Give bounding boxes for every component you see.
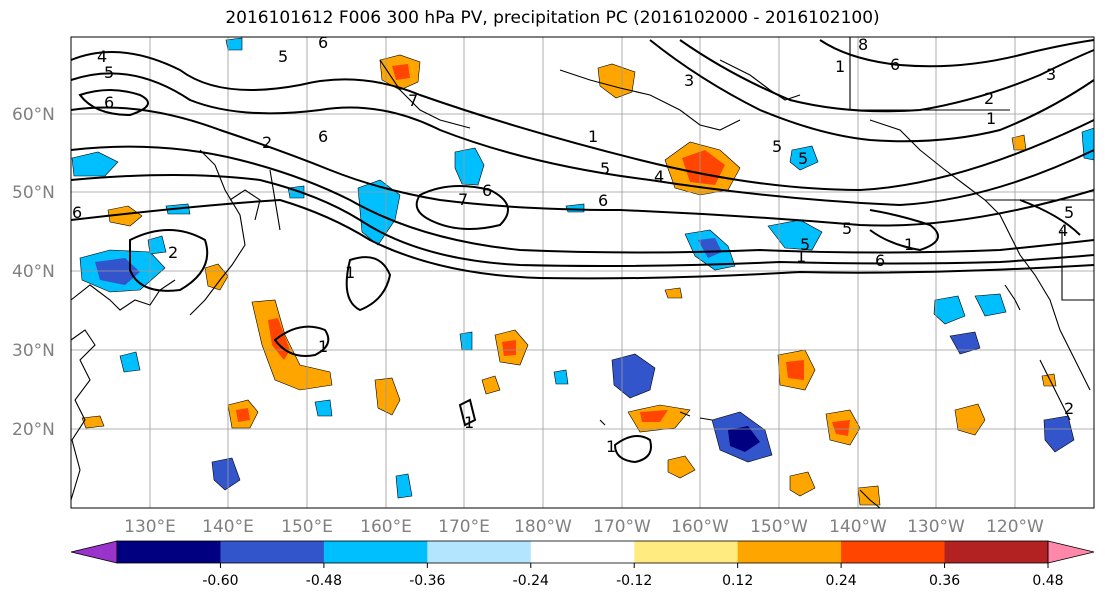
contour-label: 8	[858, 35, 868, 54]
colorbar-box	[427, 541, 532, 563]
lon-label: 150°E	[281, 517, 333, 537]
contour-label: 5	[800, 235, 810, 254]
contour-label: 6	[890, 55, 900, 74]
colorbar-tick-label: -0.48	[306, 573, 342, 589]
contour-label: 1	[606, 437, 616, 456]
lon-label: 120°W	[986, 517, 1044, 537]
lat-label: 20°N	[12, 420, 55, 440]
contour-label: 1	[835, 57, 845, 76]
colorbar-tick-label: -0.12	[616, 573, 652, 589]
colorbar-box	[530, 541, 635, 563]
colorbar-tick-label: 0.36	[929, 573, 960, 589]
contour-label: 2	[168, 243, 178, 262]
colorbar-boxes	[117, 541, 1049, 563]
colorbar-tick-label: 0.12	[722, 573, 753, 589]
lon-label: 130°E	[124, 517, 176, 537]
colorbar-outline	[116, 540, 1049, 564]
contour-label: 6	[598, 191, 608, 210]
positive-anomaly-areas	[81, 54, 1057, 506]
colorbar-box	[841, 541, 946, 563]
contour-label: 5	[600, 159, 610, 178]
colorbar-box	[220, 541, 325, 563]
contour-label: 3	[684, 71, 694, 90]
pv-contours	[70, 39, 1095, 464]
contour-label: 6	[875, 251, 885, 270]
colorbar-extend-left	[70, 540, 118, 564]
lon-label: 140°E	[202, 517, 254, 537]
lat-label: 30°N	[12, 341, 55, 361]
contour-label: 1	[796, 247, 806, 266]
contour-label: 6	[318, 33, 328, 52]
colorbar-box	[117, 541, 221, 563]
longitude-labels: 130°E 140°E 150°E 160°E 170°E 180°W 170°…	[124, 517, 1044, 537]
contour-label: 5	[278, 47, 288, 66]
contour-label: 7	[408, 91, 418, 110]
map-frame	[70, 36, 1095, 509]
colorbar-extend-right	[1047, 540, 1095, 564]
contour-labels: 4 5 6 5 6 2 6 5 7 6 1 2 1 1 1 1 8 6 7 1 …	[72, 33, 1074, 456]
contour-label: 6	[72, 203, 82, 222]
contour-label: 5	[1064, 203, 1074, 222]
lon-label: 150°W	[750, 517, 808, 537]
contour-label: 7	[458, 190, 468, 209]
colorbar: -0.60 -0.48 -0.36 -0.24 -0.12 0.12 0.24 0.36 0.4…	[70, 540, 1095, 589]
contour-label: 4	[654, 167, 664, 186]
colorbar-tick-label: -0.36	[409, 573, 445, 589]
contour-label: 5	[842, 219, 852, 238]
contour-label: 2	[1064, 399, 1074, 418]
contour-label: 2	[262, 133, 272, 152]
contour-label: 2	[984, 89, 994, 108]
precip-anomaly-shading	[71, 37, 1095, 506]
contour-label: 1	[986, 109, 996, 128]
negative-anomaly-areas	[71, 37, 1095, 499]
lon-label: 180°W	[514, 517, 572, 537]
map-title: 2016101612 F006 300 hPa PV, precipitatio…	[225, 8, 880, 28]
lon-label: 170°E	[438, 517, 490, 537]
lat-label: 50°N	[12, 183, 55, 203]
lon-label: 130°W	[907, 517, 965, 537]
colorbar-box	[737, 541, 842, 563]
lat-label: 60°N	[12, 105, 55, 125]
contour-label: 1	[588, 127, 598, 146]
lat-label: 40°N	[12, 262, 55, 282]
contour-label: 1	[318, 337, 328, 356]
lon-label: 140°W	[829, 517, 887, 537]
colorbar-tick-label: 0.24	[826, 573, 857, 589]
contour-label: 1	[464, 413, 474, 432]
colorbar-box	[944, 541, 1049, 563]
contour-label: 5	[798, 149, 808, 168]
contour-label: 6	[482, 181, 492, 200]
colorbar-box	[634, 541, 739, 563]
lon-label: 160°W	[671, 517, 729, 537]
contour-label: 3	[1046, 65, 1056, 84]
contour-label: 4	[1058, 221, 1068, 240]
lon-label: 160°E	[360, 517, 412, 537]
contour-label: 1	[904, 235, 914, 254]
lon-label: 170°W	[593, 517, 651, 537]
colorbar-box	[323, 541, 428, 563]
colorbar-tick-label: -0.24	[513, 573, 549, 589]
contour-label: 6	[104, 93, 114, 112]
latitude-labels: 60°N 50°N 40°N 30°N 20°N	[12, 105, 55, 440]
contour-label: 5	[104, 63, 114, 82]
colorbar-tick-label: 0.48	[1032, 573, 1063, 589]
contour-label: 4	[97, 47, 107, 66]
colorbar-tick-label: -0.60	[202, 573, 238, 589]
contour-label: 1	[345, 263, 355, 282]
colorbar-ticks: -0.60 -0.48 -0.36 -0.24 -0.12 0.12 0.24 0.36 0.4…	[202, 563, 1064, 589]
contour-label: 6	[318, 127, 328, 146]
contour-label: 5	[772, 137, 782, 156]
